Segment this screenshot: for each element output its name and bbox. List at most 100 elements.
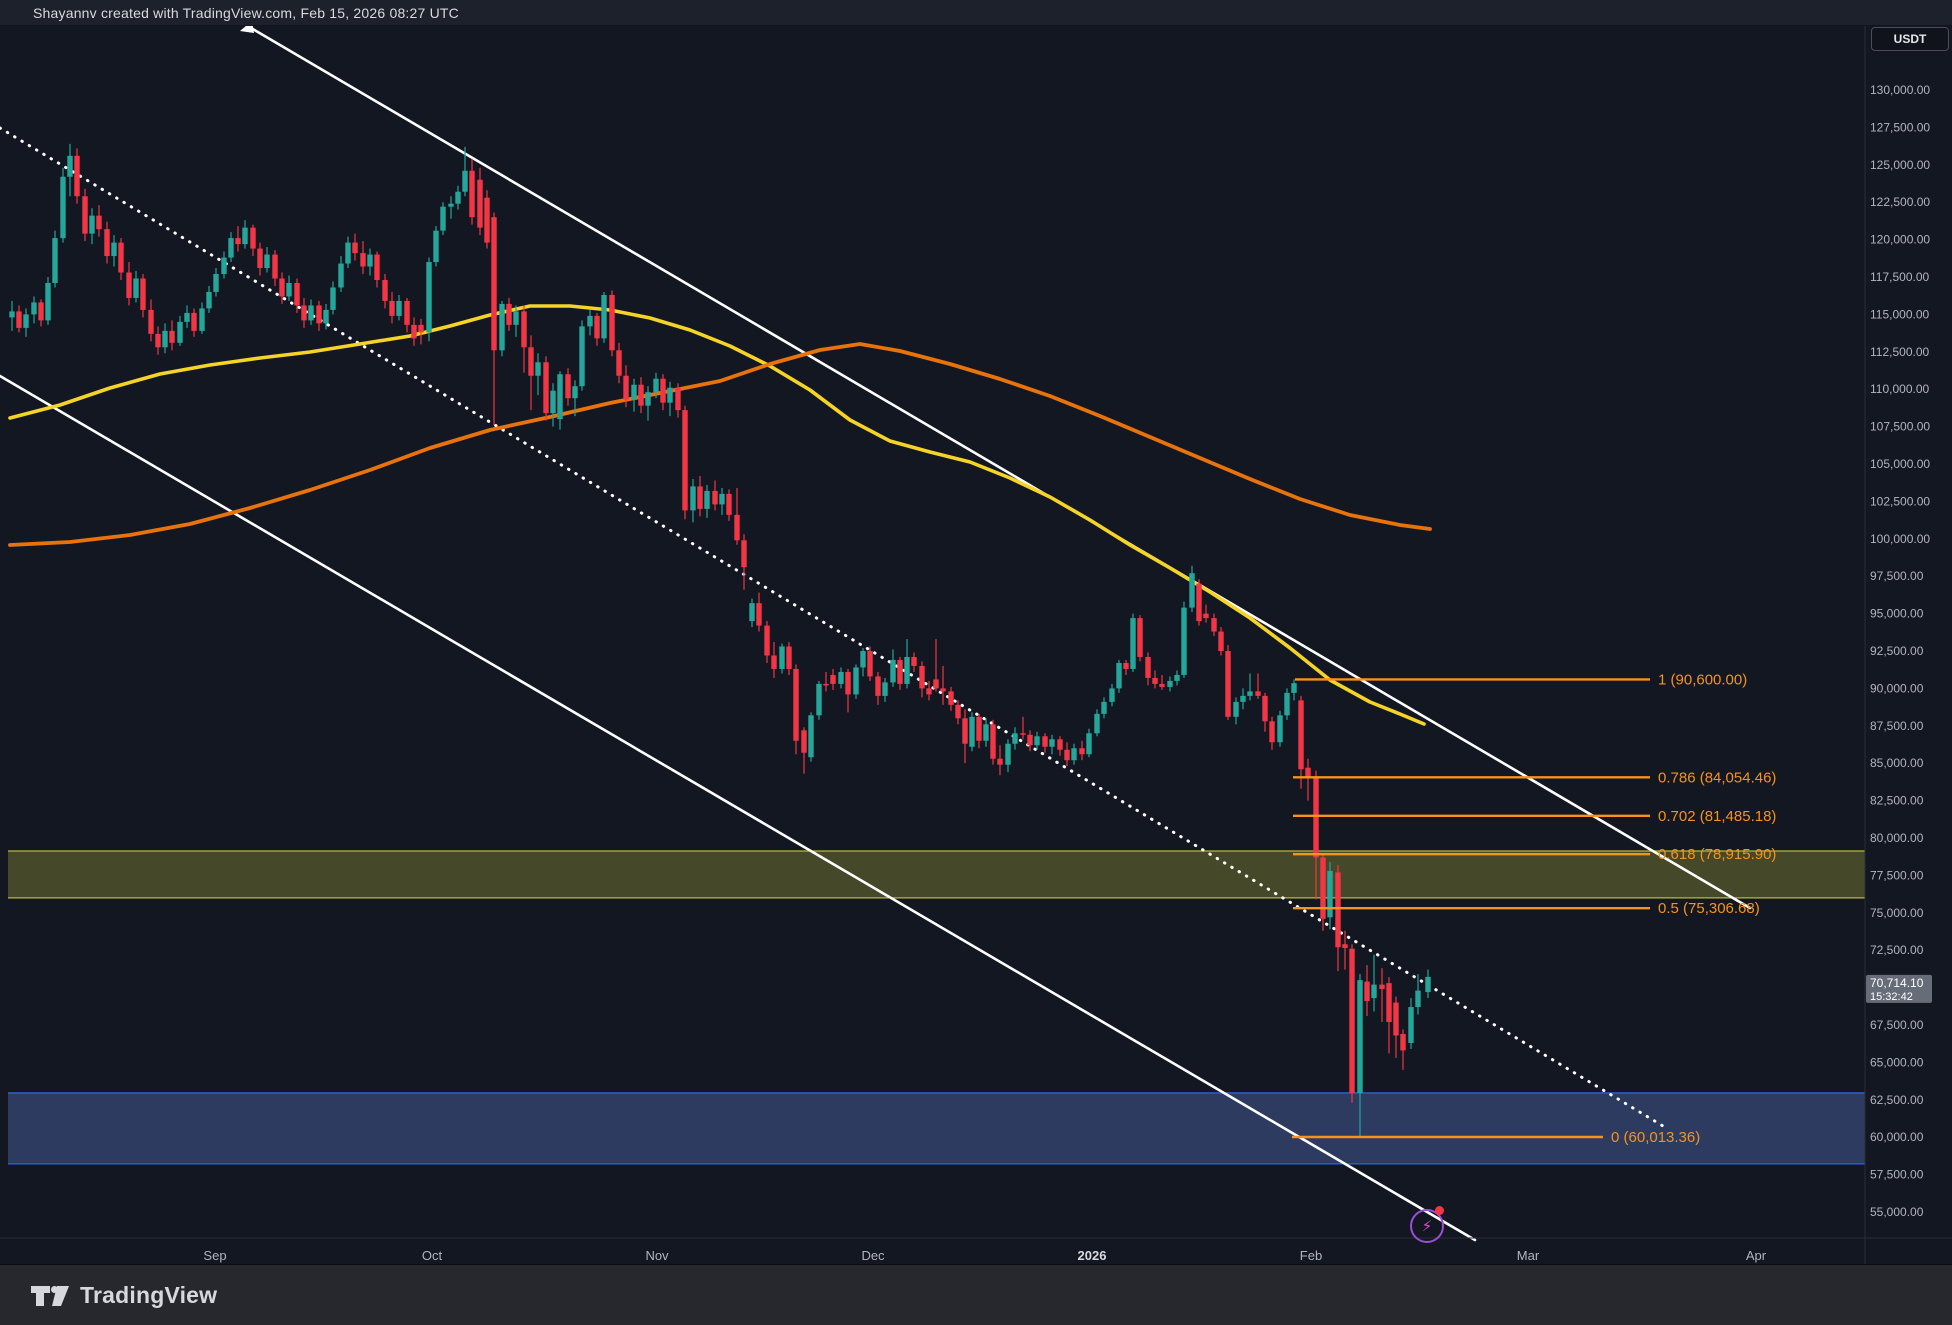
- candle: [594, 312, 600, 346]
- candle: [983, 718, 989, 747]
- fib-label: 0 (60,013.36): [1611, 1129, 1700, 1146]
- candle: [469, 158, 475, 225]
- candle: [1034, 731, 1040, 750]
- candle-body: [926, 688, 932, 695]
- candle-body: [845, 671, 851, 695]
- candle-body: [1277, 715, 1283, 743]
- candle-body: [719, 493, 725, 505]
- candle-body: [808, 715, 814, 758]
- candle: [1305, 758, 1311, 801]
- price-axis-label: 65,000.00: [1870, 1055, 1924, 1069]
- candle-body: [771, 655, 777, 669]
- candle: [82, 188, 88, 242]
- candle-body: [118, 242, 124, 273]
- candle: [345, 236, 351, 269]
- candle: [786, 642, 792, 675]
- candle-body: [1020, 733, 1026, 735]
- candle: [638, 377, 644, 414]
- candle: [301, 297, 307, 328]
- candle: [484, 190, 490, 249]
- channel-upper-line[interactable]: [244, 23, 1752, 910]
- candle: [23, 308, 29, 337]
- time-axis[interactable]: Sep Oct Nov Dec 2026 Feb Mar Apr: [0, 1237, 1952, 1263]
- candle-body: [749, 603, 755, 622]
- candle: [126, 262, 132, 306]
- candle-body: [411, 324, 417, 339]
- candle: [1145, 652, 1151, 686]
- price-axis[interactable]: 130,000.00 127,500.00 125,000.00 122,500.00…: [1864, 25, 1930, 1264]
- candle: [890, 649, 896, 687]
- candle-body: [1371, 984, 1377, 999]
- candle-body: [1357, 980, 1363, 1094]
- candle-body: [338, 263, 344, 288]
- candle: [513, 305, 519, 337]
- candle-body: [940, 688, 946, 692]
- price-axis-label: 115,000.00: [1870, 307, 1929, 321]
- candle-body: [1320, 857, 1326, 919]
- candle: [771, 642, 777, 678]
- candle-body: [1196, 583, 1202, 622]
- candle-body: [169, 330, 175, 343]
- candle: [1393, 996, 1399, 1058]
- candle: [396, 294, 402, 321]
- candle: [104, 221, 110, 264]
- candle-body: [962, 718, 968, 744]
- price-axis-label: 75,000.00: [1870, 906, 1924, 920]
- candle: [926, 680, 932, 701]
- candle-body: [1130, 618, 1136, 669]
- candle: [779, 643, 785, 674]
- candle-body: [1079, 748, 1085, 755]
- candle-body: [221, 257, 227, 275]
- candle-body: [82, 196, 88, 234]
- candle: [1196, 579, 1202, 626]
- channel-mid-line[interactable]: [0, 126, 1670, 1131]
- candle: [462, 146, 468, 197]
- candle-body: [594, 315, 600, 339]
- price-axis-label: 57,500.00: [1870, 1168, 1924, 1182]
- candle: [860, 648, 866, 677]
- candle: [1364, 965, 1370, 1017]
- candle-body: [786, 646, 792, 669]
- candle-body: [1174, 674, 1180, 681]
- candle-body: [484, 197, 490, 243]
- currency-badge[interactable]: USDT: [1871, 27, 1949, 51]
- candle-body: [734, 514, 740, 541]
- candle-body: [206, 291, 212, 309]
- candle: [374, 251, 380, 288]
- tradingview-logo[interactable]: TradingView: [30, 1282, 217, 1310]
- candle-body: [838, 671, 844, 684]
- candle-body: [1071, 748, 1077, 761]
- candle-body: [933, 679, 939, 689]
- candle-body: [469, 170, 475, 218]
- candle: [660, 374, 666, 411]
- candle-body: [133, 278, 139, 298]
- candle: [853, 664, 859, 699]
- candle: [1247, 673, 1253, 701]
- candle-body: [667, 387, 673, 403]
- candle-body: [1034, 736, 1040, 746]
- candle-body: [890, 659, 896, 683]
- candle: [16, 305, 22, 333]
- candle: [1137, 615, 1143, 662]
- candle-body: [477, 179, 483, 228]
- candle: [911, 652, 917, 672]
- candle: [1116, 659, 1122, 693]
- channel-lower-line[interactable]: [0, 374, 1477, 1242]
- candle: [712, 480, 718, 511]
- candle-body: [301, 305, 307, 321]
- candle: [948, 686, 954, 711]
- candle-body: [528, 347, 534, 376]
- candle-body: [1167, 680, 1173, 687]
- bar-countdown: 15:32:42: [1870, 991, 1913, 1003]
- candle-body: [1233, 701, 1239, 717]
- candle: [148, 299, 154, 342]
- boost-button[interactable]: ⚡: [1407, 1206, 1445, 1244]
- candle: [213, 268, 219, 297]
- candle-body: [96, 215, 102, 230]
- candle: [1357, 974, 1363, 1138]
- price-axis-label: 60,000.00: [1870, 1130, 1924, 1144]
- candle-body: [191, 312, 197, 331]
- candle-body: [1012, 733, 1018, 744]
- candle: [1313, 770, 1319, 900]
